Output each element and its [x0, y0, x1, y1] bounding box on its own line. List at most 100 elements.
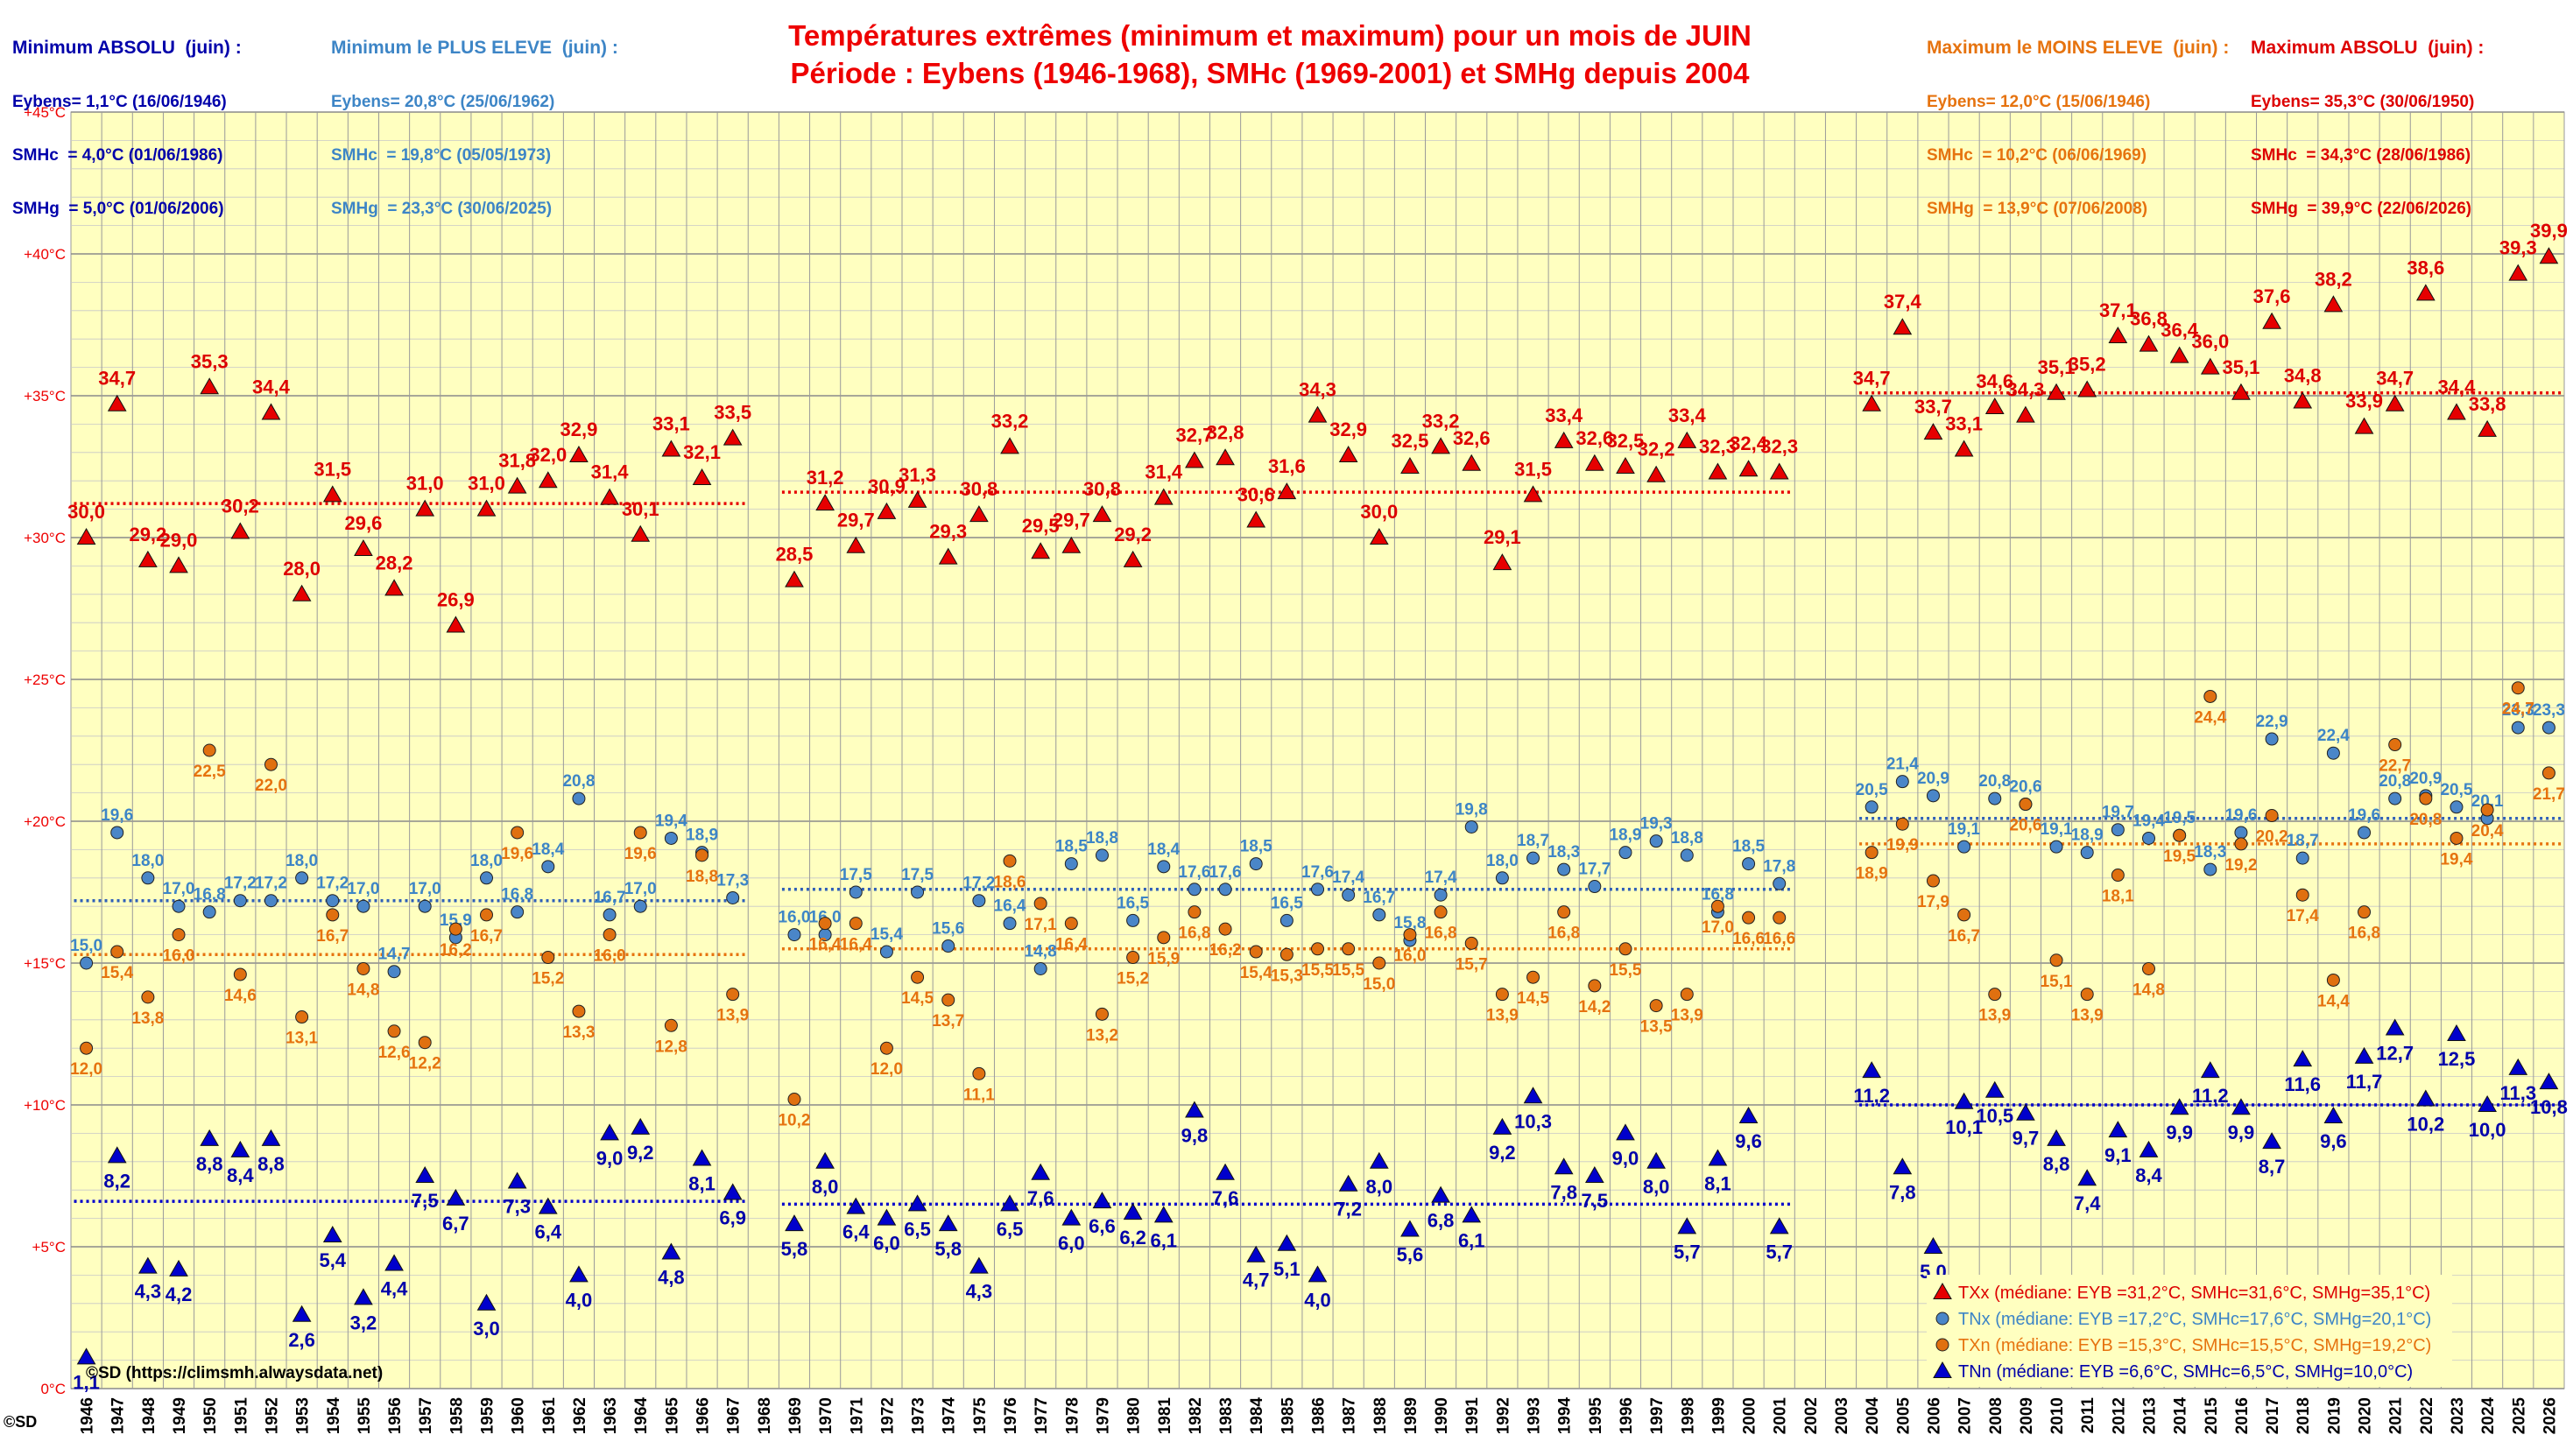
data-point — [1984, 397, 2005, 414]
data-point — [2200, 1061, 2220, 1079]
data-point — [2415, 1089, 2436, 1107]
data-point — [1526, 970, 1540, 984]
data-point — [815, 494, 835, 511]
data-point — [76, 527, 96, 545]
data-point — [941, 993, 955, 1007]
data-point — [1588, 979, 1602, 993]
data-point — [322, 485, 342, 503]
data-label: 20,9 — [2409, 770, 2442, 788]
data-label: 10,2 — [778, 1112, 810, 1130]
data-label: 20,1 — [2471, 792, 2504, 811]
data-point — [1338, 1174, 1358, 1192]
data-label: 18,4 — [532, 841, 564, 859]
data-label: 8,1 — [1704, 1173, 1731, 1195]
data-label: 31,4 — [591, 461, 630, 483]
data-label: 29,1 — [1484, 526, 1521, 548]
data-point — [1649, 834, 1663, 848]
data-point — [787, 928, 801, 942]
data-label: 16,4 — [994, 897, 1026, 916]
data-label: 17,5 — [840, 866, 872, 884]
data-label: 19,2 — [2224, 856, 2257, 875]
data-label: 16,2 — [1209, 941, 1242, 960]
data-point — [415, 1165, 435, 1183]
x-tick-label: 2020 — [2357, 1397, 2375, 1434]
x-tick-label: 1983 — [1217, 1397, 1236, 1434]
data-point — [1123, 550, 1143, 567]
data-point — [2016, 1103, 2035, 1121]
data-point — [1216, 1163, 1235, 1180]
data-point — [1554, 1157, 1574, 1175]
data-label: 18,0 — [285, 852, 318, 870]
data-point — [1769, 462, 1789, 480]
data-label: 20,5 — [1856, 781, 1888, 799]
data-point — [2480, 803, 2494, 817]
data-point — [1738, 1106, 1759, 1123]
data-label: 8,8 — [257, 1153, 285, 1175]
x-tick-label: 1974 — [941, 1397, 959, 1435]
data-label: 22,0 — [255, 777, 287, 795]
data-label: 32,7 — [1175, 425, 1213, 447]
data-label: 13,7 — [932, 1012, 964, 1030]
data-label: 19,5 — [2163, 848, 2196, 866]
data-label: 5,7 — [1766, 1241, 1793, 1263]
data-point — [785, 1214, 804, 1232]
data-point — [2385, 1018, 2405, 1036]
info-line: Eybens= 1,1°C (16/06/1946) — [12, 92, 227, 111]
x-tick-label: 1960 — [510, 1397, 528, 1434]
data-label: 12,6 — [378, 1044, 411, 1062]
data-point — [2323, 1106, 2344, 1123]
data-label: 30,2 — [222, 496, 259, 517]
data-point — [1153, 1206, 1174, 1223]
data-label: 15,5 — [1301, 961, 1334, 980]
data-label: 12,2 — [409, 1055, 441, 1073]
data-label: 20,8 — [1978, 772, 2011, 791]
x-tick-label: 1995 — [1587, 1397, 1605, 1435]
data-point — [600, 1123, 619, 1141]
data-label: 14,4 — [2317, 992, 2350, 1010]
data-label: 5,6 — [1397, 1244, 1424, 1266]
data-label: 12,8 — [655, 1037, 687, 1056]
data-point — [1126, 913, 1140, 927]
data-label: 23,3 — [2533, 701, 2565, 720]
x-tick-label: 2017 — [2264, 1397, 2282, 1434]
data-label: 11,6 — [2284, 1073, 2321, 1095]
x-tick-label: 1946 — [79, 1397, 97, 1434]
data-label: 32,6 — [1453, 427, 1491, 449]
x-tick-label: 2011 — [2079, 1397, 2097, 1434]
data-point — [877, 1208, 897, 1226]
data-point — [1126, 951, 1140, 965]
data-point — [1000, 1194, 1019, 1212]
data-point — [2139, 1140, 2159, 1157]
data-point — [356, 961, 370, 975]
data-point — [911, 885, 925, 899]
data-label: 20,8 — [2409, 811, 2442, 829]
data-point — [1616, 1123, 1635, 1141]
data-point — [169, 1259, 188, 1277]
x-tick-label: 1996 — [1618, 1397, 1636, 1434]
data-label: 3,0 — [473, 1318, 500, 1340]
data-point — [972, 1066, 986, 1080]
data-label: 14,7 — [378, 946, 411, 964]
data-point — [2200, 357, 2220, 375]
data-point — [107, 1146, 127, 1164]
data-point — [1923, 423, 1943, 440]
data-label: 4,3 — [135, 1281, 162, 1303]
data-label: 16,8 — [1547, 925, 1580, 943]
data-point — [879, 945, 893, 959]
data-label: 18,1 — [2102, 888, 2134, 906]
data-point — [202, 905, 216, 919]
data-point — [907, 1194, 927, 1212]
data-point — [1095, 848, 1109, 862]
chart-title: Températures extrêmes (minimum et maximu… — [788, 19, 1752, 52]
data-label: 16,8 — [2348, 925, 2380, 943]
data-label: 30,0 — [67, 501, 105, 523]
data-point — [138, 1256, 158, 1274]
x-tick-label: 2006 — [1925, 1397, 1943, 1434]
data-label: 30,1 — [622, 498, 659, 520]
data-point — [2169, 346, 2189, 363]
data-point — [233, 894, 247, 908]
data-label: 32,1 — [683, 441, 721, 463]
legend-box — [1927, 1275, 2452, 1387]
data-label: 36,0 — [2191, 331, 2229, 353]
data-point — [1216, 448, 1235, 466]
